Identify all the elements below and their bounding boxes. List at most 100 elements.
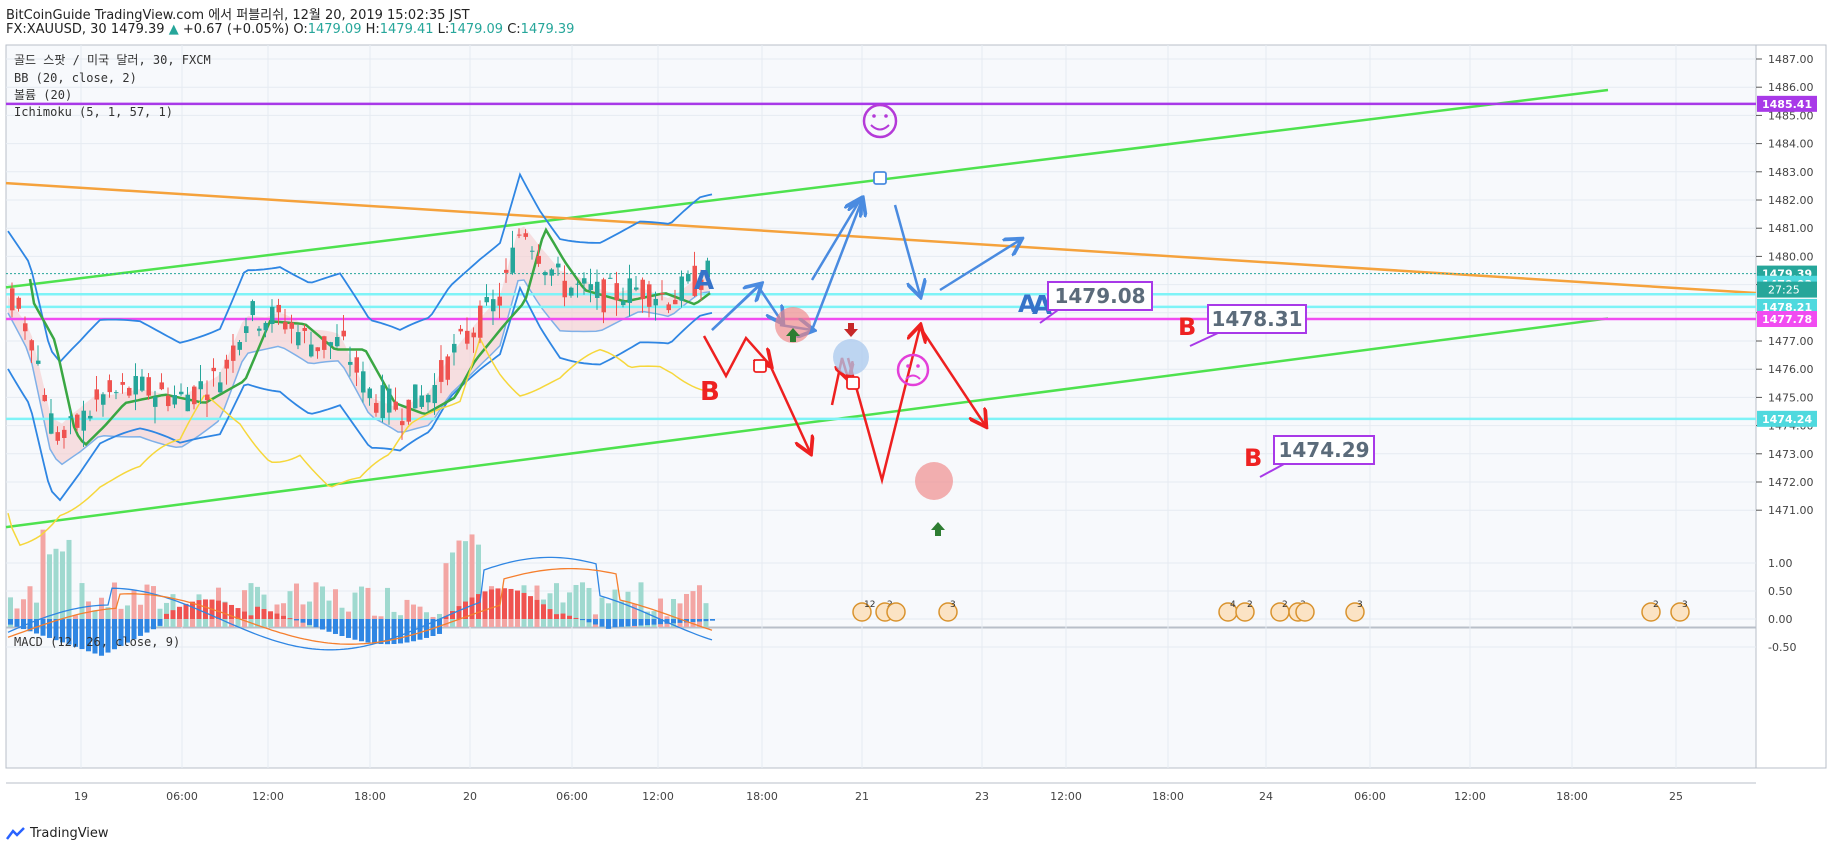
event-count: 12	[864, 600, 875, 610]
macd-histogram-bar	[625, 619, 631, 627]
volume-bar	[567, 592, 572, 627]
candle-body	[491, 299, 496, 312]
tradingview-logo-icon	[6, 826, 25, 840]
macd-histogram-bar	[450, 611, 455, 619]
volume-bar	[53, 548, 59, 627]
event-count: 3	[1682, 600, 1688, 610]
macd-histogram-bar	[671, 619, 676, 624]
volume-bar	[619, 601, 624, 627]
volume-bar	[125, 605, 130, 627]
macd-histogram-bar	[27, 619, 33, 632]
time-tick-label: 25	[1669, 790, 1683, 803]
callout-leader	[1189, 332, 1219, 347]
volume-bar	[333, 589, 338, 627]
candle-body	[439, 360, 444, 382]
macd-histogram-bar	[190, 601, 195, 619]
macd-histogram-bar	[53, 619, 59, 641]
reversal-circle	[775, 307, 811, 343]
candle-body	[237, 342, 242, 350]
macd-histogram-bar	[261, 609, 267, 619]
macd-histogram-bar	[118, 619, 124, 646]
brand-name[interactable]: TradingView	[30, 826, 109, 841]
price-tick-label: 1481.00	[1768, 222, 1814, 235]
candle-body	[692, 265, 697, 296]
macd-histogram-bar	[541, 604, 546, 619]
macd-pane	[7, 556, 715, 656]
macd-histogram-bar	[73, 619, 78, 647]
last-price: 1479.39	[110, 22, 165, 37]
macd-histogram-bar	[645, 619, 650, 626]
macd-histogram-bar	[359, 619, 364, 642]
macd-histogram-bar	[567, 615, 572, 619]
macd-tick-label: 0.00	[1768, 613, 1793, 626]
face-eye	[906, 364, 910, 368]
volume-bar	[612, 589, 618, 627]
volume-bar	[580, 582, 585, 627]
price-tick-label: 1472.00	[1768, 476, 1814, 489]
symbol-name[interactable]: FX:XAUUSD, 30	[6, 22, 107, 37]
macd-histogram-bar	[131, 619, 137, 640]
macd-histogram-bar	[547, 609, 553, 619]
face-mouth	[905, 374, 921, 380]
candle-body	[380, 385, 385, 419]
candle-body	[55, 432, 60, 441]
candle-body	[257, 328, 262, 331]
candle-body	[341, 330, 346, 337]
volume-legend[interactable]: 볼륨 (20)	[14, 88, 72, 102]
candle-body	[426, 394, 431, 403]
signal-line	[7, 567, 713, 645]
time-tick-label: 18:00	[746, 790, 778, 803]
macd-histogram-bar	[307, 619, 312, 625]
candle-body	[660, 293, 665, 295]
macd-histogram-bar	[456, 606, 462, 619]
macd-histogram-bar	[203, 599, 208, 619]
macd-histogram-bar	[346, 619, 351, 638]
candle-body	[549, 269, 554, 276]
time-tick-label: 21	[855, 790, 869, 803]
candle-body	[374, 402, 379, 413]
candle-body	[166, 395, 171, 407]
volume-bar	[105, 607, 111, 627]
volume-bar	[404, 599, 410, 627]
price-tick-label: 1485.00	[1768, 109, 1814, 122]
volume-bar	[450, 552, 455, 627]
volume-bar	[66, 539, 72, 627]
candle-body	[621, 301, 626, 306]
macd-histogram-bar	[658, 619, 663, 625]
macd-histogram-bar	[372, 619, 377, 644]
candle-body	[400, 421, 405, 426]
callout-price: 1478.31	[1211, 307, 1302, 331]
volume-bar	[586, 587, 592, 627]
candle-body	[406, 399, 411, 422]
ichimoku-legend[interactable]: Ichimoku (5, 1, 57, 1)	[14, 105, 173, 119]
blue-arrow	[939, 240, 1020, 292]
callout-leader	[1259, 463, 1285, 478]
volume-bar	[463, 541, 468, 627]
macd-histogram-bar	[463, 601, 468, 619]
candle-body	[666, 304, 671, 311]
trend-lines	[5, 88, 1757, 529]
macd-histogram-bar	[229, 604, 234, 619]
macd-histogram-bar	[164, 613, 169, 619]
candle-body	[582, 278, 587, 284]
bb-legend[interactable]: BB (20, close, 2)	[14, 71, 137, 85]
candle-body	[608, 277, 613, 279]
macd-line	[7, 556, 713, 651]
face-eye	[884, 114, 888, 118]
volume-bar	[268, 616, 273, 627]
candle-body	[309, 344, 314, 357]
macd-histogram-bar	[469, 597, 475, 619]
volume-bar	[138, 604, 143, 627]
price-chart[interactable]: A B A 1479.08 A 1478.31 B 1474.29 B 1471.00 1472…	[0, 40, 1828, 842]
open-label: O:	[293, 22, 308, 37]
candle-body	[224, 359, 229, 369]
volume-bar	[352, 592, 358, 627]
macd-histogram-bar	[476, 594, 481, 619]
price-tick-label: 1487.00	[1768, 53, 1814, 66]
candle-body	[504, 269, 509, 273]
macd-legend[interactable]: MACD (12, 26, close, 9)	[14, 635, 180, 649]
price-tick-label: 1483.00	[1768, 166, 1814, 179]
candle-body	[471, 332, 476, 338]
reversal-circle	[833, 339, 869, 375]
candle-body	[302, 327, 307, 331]
